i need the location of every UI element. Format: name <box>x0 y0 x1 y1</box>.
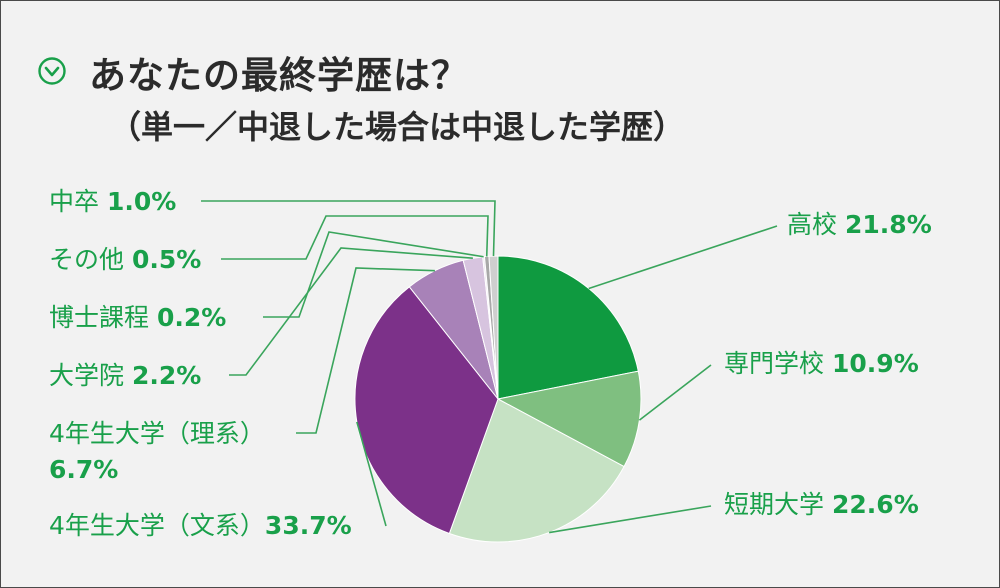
chart-subtitle: （単一／中退した場合は中退した学歴） <box>109 108 686 146</box>
leader-line-7 <box>221 215 489 260</box>
leader-line-8 <box>201 200 496 257</box>
label-doctoral-course: 博士課程 0.2% <box>49 303 226 332</box>
label-university-science: 4年生大学（理系） <box>49 419 265 448</box>
leader-line-3 <box>356 421 387 527</box>
label-university-humanities: 4年生大学（文系）33.7% <box>49 511 352 540</box>
leader-line-6 <box>263 231 484 318</box>
pie-slices <box>354 255 642 543</box>
label-university-science-value: 6.7% <box>49 455 118 484</box>
leader-line-2 <box>549 505 712 534</box>
chart-title: あなたの最終学歴は？ <box>89 54 469 97</box>
label-other: その他 0.5% <box>49 245 201 274</box>
leader-line-1 <box>638 364 712 421</box>
pie-slice-1 <box>496 370 642 468</box>
pie-slice-2 <box>448 398 625 543</box>
leader-line-0 <box>588 225 778 290</box>
pie-slice-0 <box>497 255 639 400</box>
label-junior-college: 短期大学 22.6% <box>724 490 919 519</box>
leader-line-4 <box>296 267 435 434</box>
leader-lines <box>201 200 778 534</box>
label-junior-high: 中卒 1.0% <box>49 187 176 216</box>
check-circle-icon <box>38 57 66 85</box>
label-vocational-school: 専門学校 10.9% <box>724 349 919 378</box>
leader-line-5 <box>229 247 473 376</box>
label-graduate-school: 大学院 2.2% <box>49 361 201 390</box>
label-high-school: 高校 21.8% <box>787 210 932 239</box>
